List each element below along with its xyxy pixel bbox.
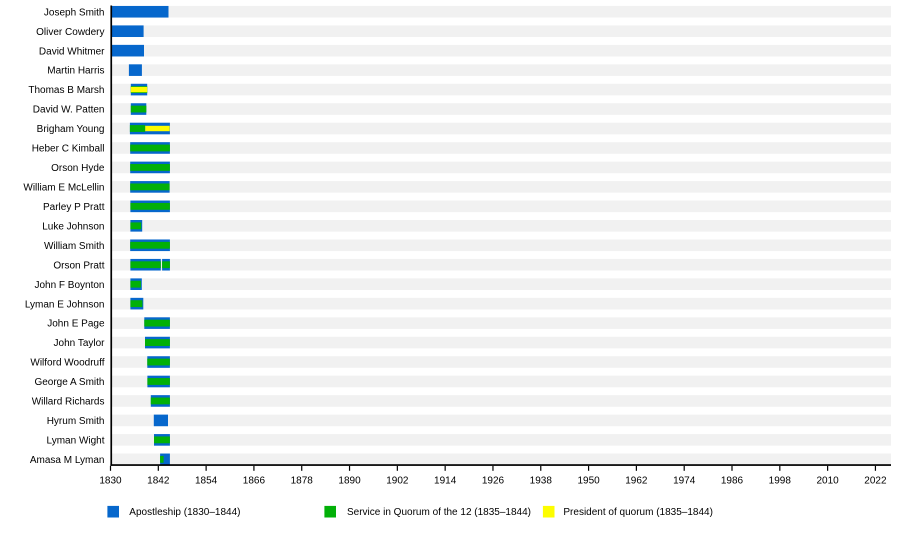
svg-text:Lyman Wight: Lyman Wight xyxy=(47,435,105,446)
svg-text:Luke Johnson: Luke Johnson xyxy=(42,221,104,232)
svg-text:George A Smith: George A Smith xyxy=(34,377,104,388)
svg-text:1842: 1842 xyxy=(147,476,170,487)
svg-text:Wilford Woodruff: Wilford Woodruff xyxy=(30,358,104,369)
svg-text:1938: 1938 xyxy=(530,476,553,487)
svg-text:2022: 2022 xyxy=(864,476,887,487)
svg-text:Orson Pratt: Orson Pratt xyxy=(53,260,104,271)
svg-text:1962: 1962 xyxy=(625,476,648,487)
svg-text:Hyrum Smith: Hyrum Smith xyxy=(47,416,105,427)
svg-text:David W. Patten: David W. Patten xyxy=(33,105,105,116)
svg-text:1902: 1902 xyxy=(386,476,409,487)
svg-text:1926: 1926 xyxy=(482,476,505,487)
svg-text:Oliver Cowdery: Oliver Cowdery xyxy=(36,27,104,38)
svg-text:Apostleship (1830–1844): Apostleship (1830–1844) xyxy=(129,507,240,518)
svg-text:Lyman E Johnson: Lyman E Johnson xyxy=(25,299,105,310)
svg-text:1986: 1986 xyxy=(721,476,744,487)
svg-text:1998: 1998 xyxy=(769,476,792,487)
svg-text:1914: 1914 xyxy=(434,476,457,487)
svg-text:Parley P Pratt: Parley P Pratt xyxy=(43,202,105,213)
svg-text:William Smith: William Smith xyxy=(44,241,105,252)
svg-text:2010: 2010 xyxy=(816,476,839,487)
svg-text:Thomas B Marsh: Thomas B Marsh xyxy=(28,85,104,96)
svg-text:Joseph Smith: Joseph Smith xyxy=(44,7,105,18)
svg-text:David Whitmer: David Whitmer xyxy=(39,46,105,57)
svg-text:Heber C Kimball: Heber C Kimball xyxy=(32,144,105,155)
svg-text:1866: 1866 xyxy=(243,476,266,487)
svg-text:1854: 1854 xyxy=(195,476,218,487)
svg-text:Service in Quorum of the 12 (1: Service in Quorum of the 12 (1835–1844) xyxy=(347,507,531,518)
svg-text:Brigham Young: Brigham Young xyxy=(37,124,105,135)
svg-text:John F Boynton: John F Boynton xyxy=(34,280,104,291)
svg-text:Martin Harris: Martin Harris xyxy=(47,66,104,77)
svg-text:1950: 1950 xyxy=(577,476,600,487)
svg-text:1890: 1890 xyxy=(338,476,361,487)
svg-text:John E Page: John E Page xyxy=(47,319,105,330)
svg-text:Amasa M Lyman: Amasa M Lyman xyxy=(30,455,105,466)
svg-text:1974: 1974 xyxy=(673,476,696,487)
svg-text:John Taylor: John Taylor xyxy=(54,338,106,349)
svg-text:President of quorum (1835–1844: President of quorum (1835–1844) xyxy=(563,507,713,518)
svg-text:1878: 1878 xyxy=(291,476,314,487)
svg-text:Orson Hyde: Orson Hyde xyxy=(51,163,105,174)
svg-text:1830: 1830 xyxy=(99,476,122,487)
svg-text:Willard Richards: Willard Richards xyxy=(32,397,105,408)
svg-text:William E McLellin: William E McLellin xyxy=(23,182,104,193)
